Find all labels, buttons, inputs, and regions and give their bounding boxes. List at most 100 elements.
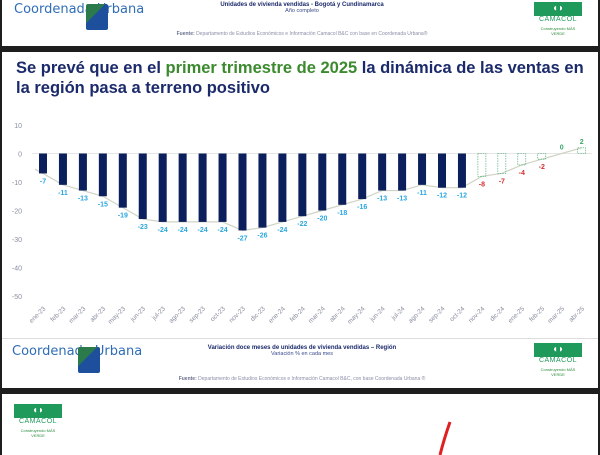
data-label: -7 [40,178,46,185]
footer-title: Variación doce meses de unidades de vivi… [207,345,397,351]
slide: Se prevé que en el primer trimestre de 2… [2,52,598,338]
x-tick-label: mar-25 [547,305,567,325]
bar [238,153,247,231]
y-tick-label: -20 [12,209,22,216]
data-label: -13 [377,196,387,203]
y-tick-label: -10 [12,180,22,187]
x-tick-label: ago-24 [407,305,427,325]
x-tick-label: jul-24 [390,305,407,322]
x-tick-label: feb-24 [289,305,307,323]
y-tick-label: -50 [12,294,22,301]
camacol-logo: ◖◗ CAMACOL Construyendo MÁS VERDE [534,343,582,377]
x-tick-label: ene-24 [268,305,288,325]
x-tick-label: dic-24 [489,305,507,323]
header-subtitle: Año completo [285,8,319,14]
x-tick-label: nov-23 [228,305,247,324]
data-label: -24 [178,227,188,234]
x-tick-label: dic-23 [249,305,267,323]
bar [457,153,466,188]
data-label: -11 [58,190,68,197]
header-title: Unidades de vivienda vendidas - Bogotá y… [220,2,384,8]
x-tick-label: jun-23 [129,305,148,324]
data-label: -12 [457,193,467,200]
footer-source: Fuente: Departamento de Estudios Económi… [178,376,426,382]
data-label: 0 [560,145,564,152]
x-tick-label: jul-23 [150,305,167,322]
data-label: -15 [98,201,108,208]
projected-bar [517,153,527,166]
bar [78,153,87,191]
data-label: -23 [138,224,148,231]
y-tick-label: 10 [14,123,22,130]
bar [58,153,67,185]
bar [158,153,167,222]
bar [98,153,107,197]
data-label: -24 [198,227,208,234]
bar [138,153,147,220]
bar [338,153,347,205]
y-tick-label: 0 [18,152,22,159]
projected-bar [477,153,487,177]
data-label: -13 [397,196,407,203]
bar [298,153,307,217]
data-label: 2 [580,139,584,146]
bar [358,153,367,200]
x-tick-label: ago-23 [168,305,188,325]
x-tick-label: sep-24 [427,305,446,324]
y-tick-label: -40 [12,266,22,273]
y-tick-label: -30 [12,237,22,244]
bar [438,153,446,188]
header-source: Fuente: Departamento de Estudios Económi… [176,31,428,37]
x-tick-label: abr-24 [328,305,347,324]
x-tick-label: oct-24 [449,305,467,323]
data-label: -20 [317,216,327,223]
data-label: -12 [437,193,447,200]
projected-bar [577,147,586,154]
camacol-logo: ◖◗ CAMACOL Construyendo MÁS VERDE [14,404,62,438]
data-label: -2 [539,164,545,171]
camacol-logo: ◖◗ CAMACOL Construyendo MÁS VERDE [534,2,582,36]
data-label: -24 [217,227,227,234]
x-tick-label: ene-23 [28,305,48,325]
footer: Coordenada Urbana Variación doce meses d… [2,338,598,388]
footer-subtitle: Variación % en cada mes [271,351,333,357]
x-tick-label: oct-23 [209,305,227,323]
data-label: -19 [118,213,128,220]
data-label: -7 [499,178,505,185]
bar [218,153,227,222]
data-label: -24 [277,227,287,234]
coordenada-urbana-logo-mark-icon [86,4,108,30]
data-label: -11 [417,190,427,197]
bar [278,153,287,222]
x-tick-label: abr-23 [89,305,108,324]
data-label: -4 [519,170,525,177]
bar-chart: 100-10-20-30-40-50-7ene-23-11feb-23-13ma… [12,123,592,326]
data-label: -13 [78,196,88,203]
top-header: Coordenada Urbana Unidades de vivienda v… [2,0,598,46]
x-tick-label: may-24 [346,305,367,326]
x-tick-label: nov-24 [467,305,486,324]
x-tick-label: sep-23 [188,305,207,324]
x-tick-label: feb-25 [528,305,546,323]
x-tick-label: mar-24 [307,305,327,325]
data-label: -16 [357,204,367,211]
projected-bar [537,153,547,160]
coordenada-urbana-logo-mark-icon [78,347,100,373]
data-label: -8 [479,181,485,188]
bar [178,153,187,222]
x-tick-label: may-23 [107,305,128,326]
bar [398,153,407,191]
slide-title: Se prevé que en el primer trimestre de 2… [16,59,584,97]
bar [418,153,427,185]
coordenada-urbana-logo: Coordenada Urbana [12,344,143,359]
bar [39,153,47,174]
x-tick-label: feb-23 [49,305,67,323]
data-label: -24 [158,227,168,234]
data-label: -22 [297,221,307,228]
bar [118,153,127,208]
bar [198,153,207,222]
x-tick-label: jun-24 [368,305,387,324]
x-tick-label: mar-23 [68,305,88,325]
data-label: -26 [257,233,267,240]
x-tick-label: ene-25 [507,305,527,325]
